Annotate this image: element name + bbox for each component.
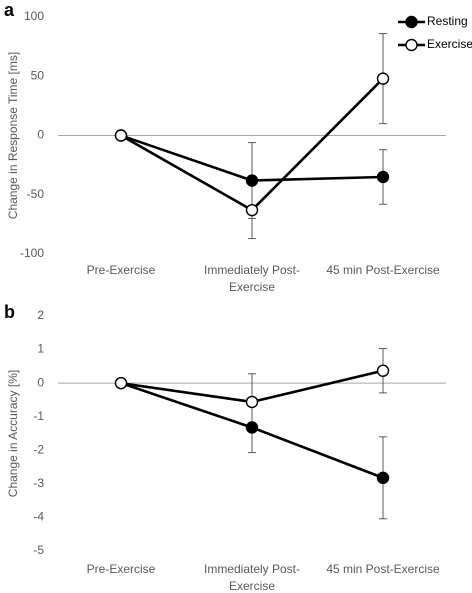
x-category-label-line: 45 min Post-Exercise — [326, 562, 440, 576]
data-point-resting — [245, 174, 259, 187]
y-tick-label: -2 — [33, 442, 44, 456]
legend-item-resting: Resting — [398, 14, 468, 29]
legend-item-exercise: Exercise — [398, 37, 472, 52]
x-category-label: Immediately Post- Exercise — [204, 562, 300, 593]
y-tick-label: 50 — [31, 68, 45, 82]
data-point-exercise — [114, 376, 128, 390]
y-tick-label: -1 — [33, 409, 44, 423]
x-category-label: Pre-Exercise — [87, 562, 156, 576]
y-tick-label: 0 — [37, 375, 44, 389]
x-category-label: 45 min Post-Exercise — [326, 263, 440, 277]
data-point-exercise — [376, 364, 390, 377]
data-point-exercise — [245, 395, 259, 409]
x-category-label: 45 min Post-Exercise — [326, 562, 440, 576]
data-point-exercise — [114, 129, 128, 142]
data-point-resting — [376, 170, 390, 184]
x-category-label: Pre-Exercise — [87, 263, 156, 277]
x-category-label-line: Exercise — [229, 280, 275, 294]
data-point-exercise — [376, 72, 390, 85]
legend-marker — [405, 38, 418, 52]
x-category-label-line: Exercise — [229, 579, 275, 593]
y-tick-label: 100 — [24, 9, 44, 23]
y-axis-label: Change in Response Time [ms] — [6, 52, 20, 219]
data-point-resting — [376, 471, 390, 485]
legend-label: Exercise — [427, 37, 472, 51]
y-tick-label: 0 — [37, 128, 44, 142]
x-category-label-line: Immediately Post- — [204, 562, 300, 576]
y-tick-label: -5 — [33, 543, 44, 557]
data-point-exercise — [245, 203, 259, 217]
y-tick-label: -100 — [20, 246, 44, 260]
legend-marker — [405, 15, 418, 29]
x-category-label-line: Pre-Exercise — [87, 562, 156, 576]
y-axis-label: Change in Accuracy [%] — [6, 370, 20, 497]
panel-label-a: a — [4, 0, 15, 20]
y-tick-label: -4 — [33, 510, 44, 524]
panel-label-b: b — [4, 302, 15, 322]
x-category-label-line: 45 min Post-Exercise — [326, 263, 440, 277]
x-category-label-line: Immediately Post- — [204, 263, 300, 277]
y-tick-label: -3 — [33, 476, 44, 490]
y-tick-label: -50 — [27, 187, 45, 201]
data-point-resting — [245, 421, 259, 434]
legend-label: Resting — [427, 14, 468, 28]
y-tick-label: 2 — [37, 308, 44, 322]
y-tick-label: 1 — [37, 342, 44, 356]
x-category-label: Immediately Post- Exercise — [204, 263, 300, 294]
x-category-label-line: Pre-Exercise — [87, 263, 156, 277]
